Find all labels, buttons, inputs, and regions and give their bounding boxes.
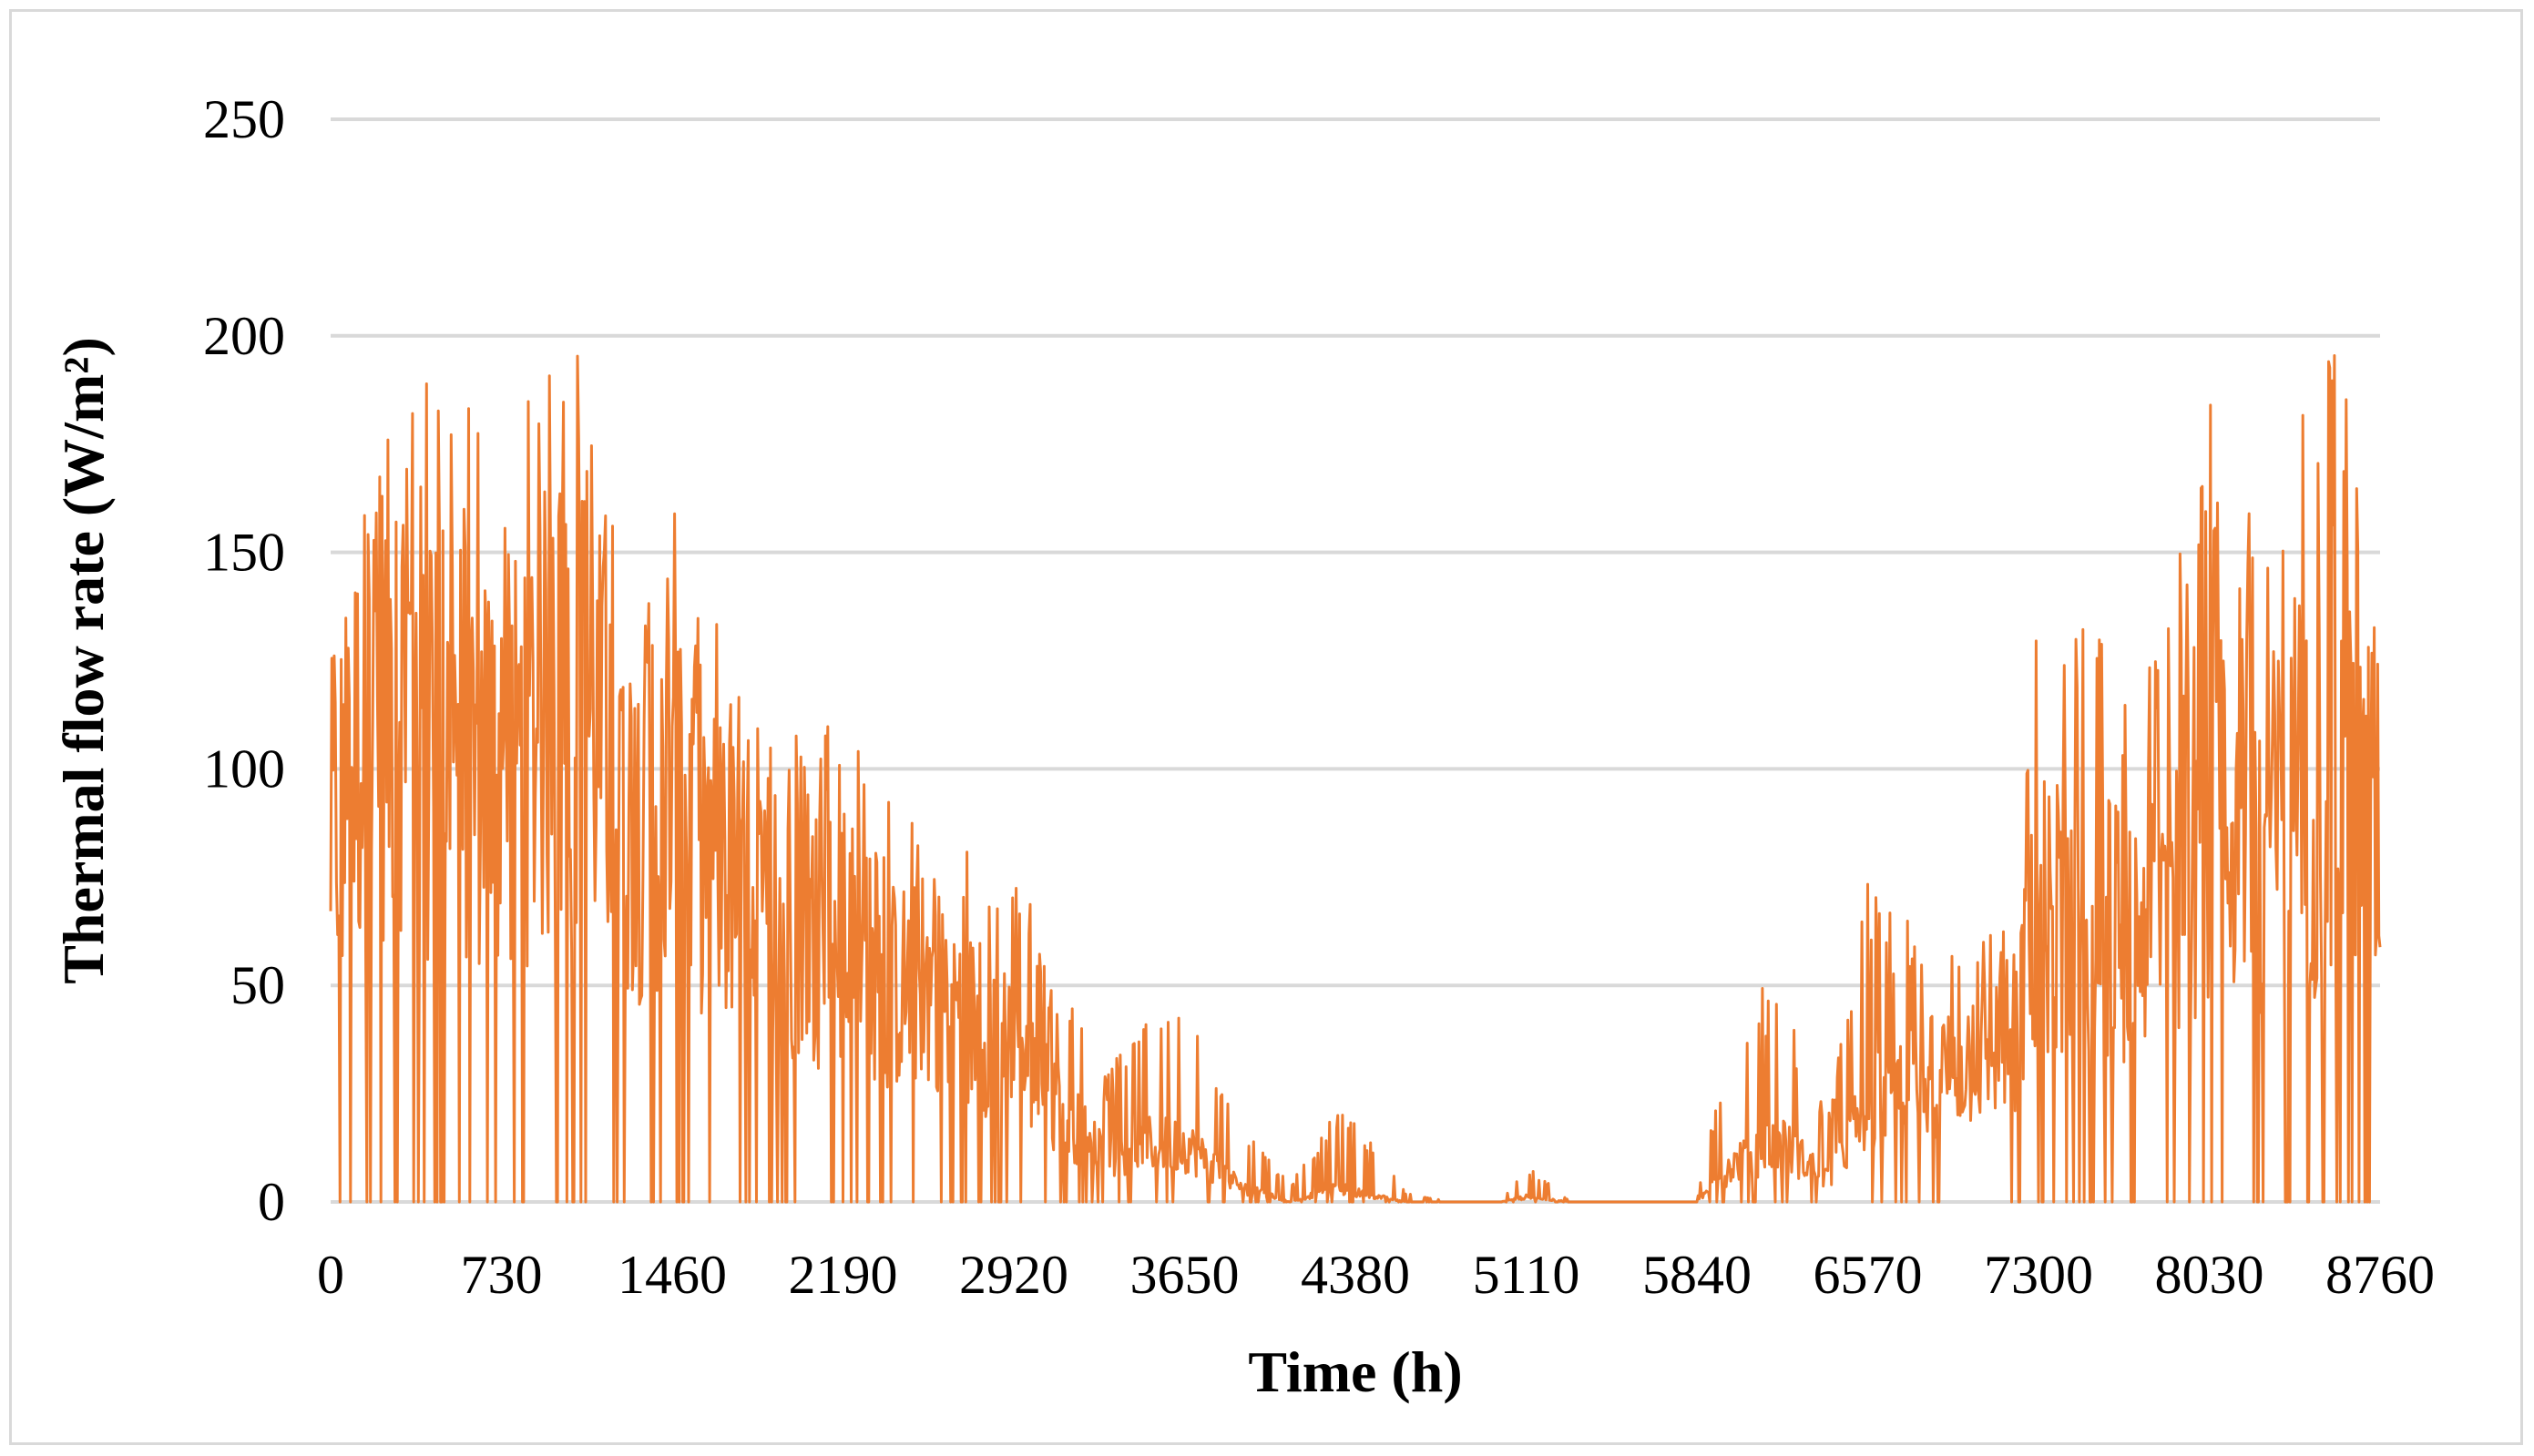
x-axis-ticks: 0 730 1460 2190 2920 3650 4380 5110 5840 6570 7300… xyxy=(317,1245,2435,1305)
x-tick-label: 7300 xyxy=(1984,1245,2093,1305)
y-axis-ticks: 0 50 100 150 200 250 xyxy=(203,89,285,1232)
x-tick-label: 6570 xyxy=(1814,1245,1923,1305)
y-tick-label: 150 xyxy=(203,523,285,583)
x-tick-label: 730 xyxy=(461,1245,543,1305)
x-tick-label: 1460 xyxy=(618,1245,727,1305)
x-tick-label: 8030 xyxy=(2155,1245,2264,1305)
thermal-flow-chart: 0 50 100 150 200 250 0 730 1460 2190 2920 3650 4380… xyxy=(51,89,2435,1404)
y-tick-label: 0 xyxy=(258,1172,285,1232)
series-line xyxy=(329,354,2382,1204)
x-tick-label: 2190 xyxy=(789,1245,898,1305)
x-tick-label: 4380 xyxy=(1301,1245,1410,1305)
x-axis-title: Time (h) xyxy=(1248,1339,1462,1404)
thermal-flow-series xyxy=(329,354,2382,1204)
x-tick-label: 3650 xyxy=(1130,1245,1240,1305)
x-tick-label: 0 xyxy=(317,1245,344,1305)
y-tick-label: 50 xyxy=(230,955,285,1015)
chart-frame: 0 50 100 150 200 250 0 730 1460 2190 2920 3650 4380… xyxy=(9,9,2523,1445)
y-tick-label: 100 xyxy=(203,738,285,799)
y-tick-label: 250 xyxy=(203,89,285,149)
y-axis-title: Thermal flow rate (W/m²) xyxy=(51,337,116,984)
x-tick-label: 5110 xyxy=(1473,1245,1580,1305)
x-tick-label: 8760 xyxy=(2325,1245,2435,1305)
x-tick-label: 5840 xyxy=(1642,1245,1752,1305)
x-tick-label: 2920 xyxy=(959,1245,1068,1305)
y-tick-label: 200 xyxy=(203,306,285,366)
